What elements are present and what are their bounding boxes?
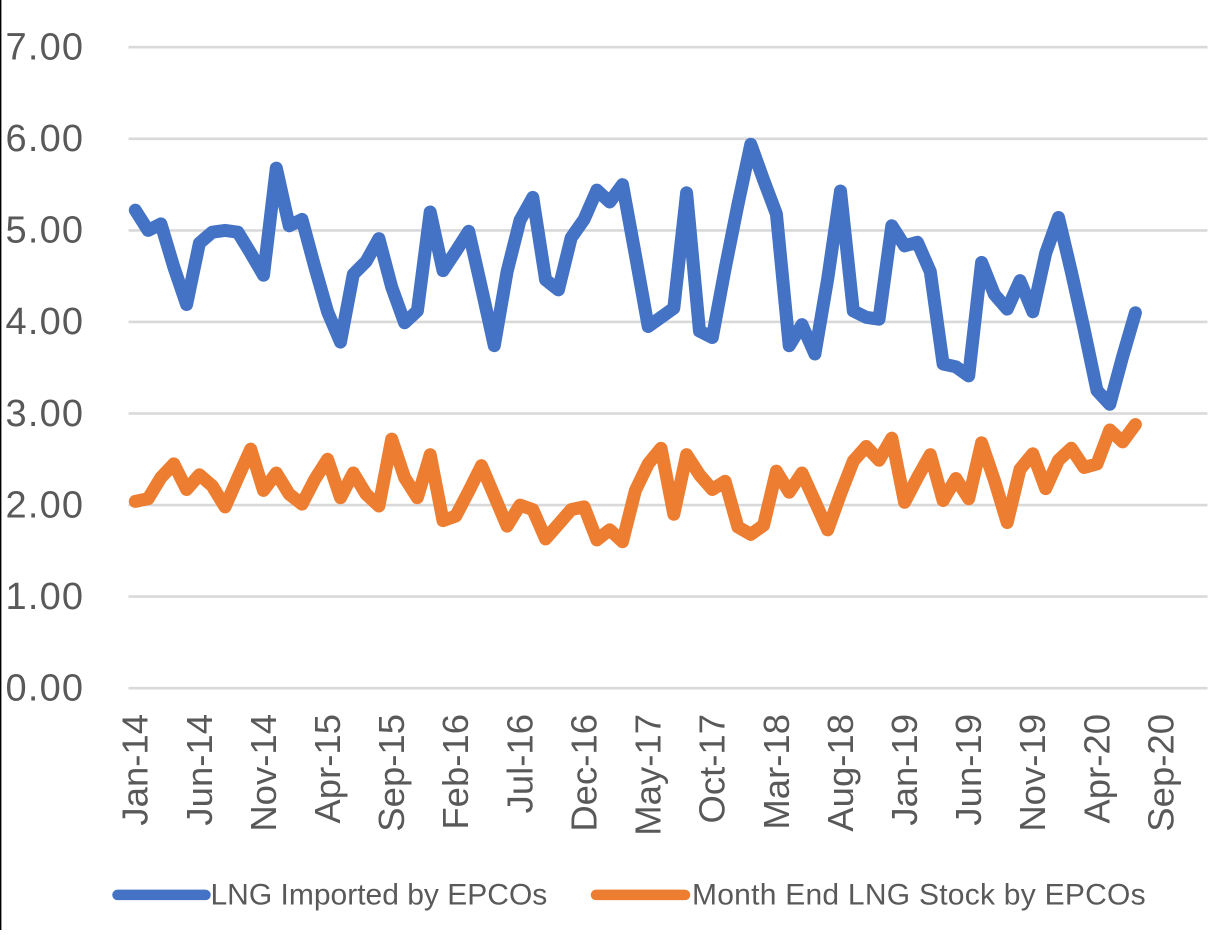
- svg-text:1.00: 1.00: [6, 576, 85, 618]
- svg-text:Dec-16: Dec-16: [564, 714, 605, 832]
- svg-text:6.00: 6.00: [6, 118, 85, 160]
- svg-text:Jun-19: Jun-19: [948, 714, 989, 826]
- svg-text:5.00: 5.00: [6, 210, 85, 252]
- svg-text:Feb-16: Feb-16: [435, 714, 476, 830]
- svg-text:Apr-15: Apr-15: [307, 714, 348, 824]
- svg-text:Jan-14: Jan-14: [115, 714, 156, 826]
- svg-text:Apr-20: Apr-20: [1076, 714, 1117, 824]
- svg-text:Jun-14: Jun-14: [179, 714, 220, 826]
- svg-text:Sep-20: Sep-20: [1141, 714, 1182, 832]
- svg-text:May-17: May-17: [628, 714, 669, 836]
- svg-text:Oct-17: Oct-17: [692, 714, 733, 824]
- svg-text:Jan-19: Jan-19: [884, 714, 925, 826]
- svg-text:Aug-18: Aug-18: [820, 714, 861, 832]
- svg-text:LNG Imported by EPCOs: LNG Imported by EPCOs: [211, 879, 548, 912]
- svg-text:3.00: 3.00: [6, 393, 85, 435]
- svg-text:Month End LNG Stock by EPCOs: Month End LNG Stock by EPCOs: [692, 879, 1146, 912]
- svg-text:Sep-15: Sep-15: [371, 714, 412, 832]
- svg-text:Nov-19: Nov-19: [1012, 714, 1053, 832]
- svg-text:2.00: 2.00: [6, 484, 85, 526]
- svg-text:Mar-18: Mar-18: [756, 714, 797, 830]
- svg-text:0.00: 0.00: [6, 668, 85, 710]
- svg-text:Jul-16: Jul-16: [499, 714, 540, 813]
- svg-text:Nov-14: Nov-14: [243, 714, 284, 832]
- svg-text:7.00: 7.00: [6, 27, 85, 69]
- svg-text:4.00: 4.00: [6, 301, 85, 343]
